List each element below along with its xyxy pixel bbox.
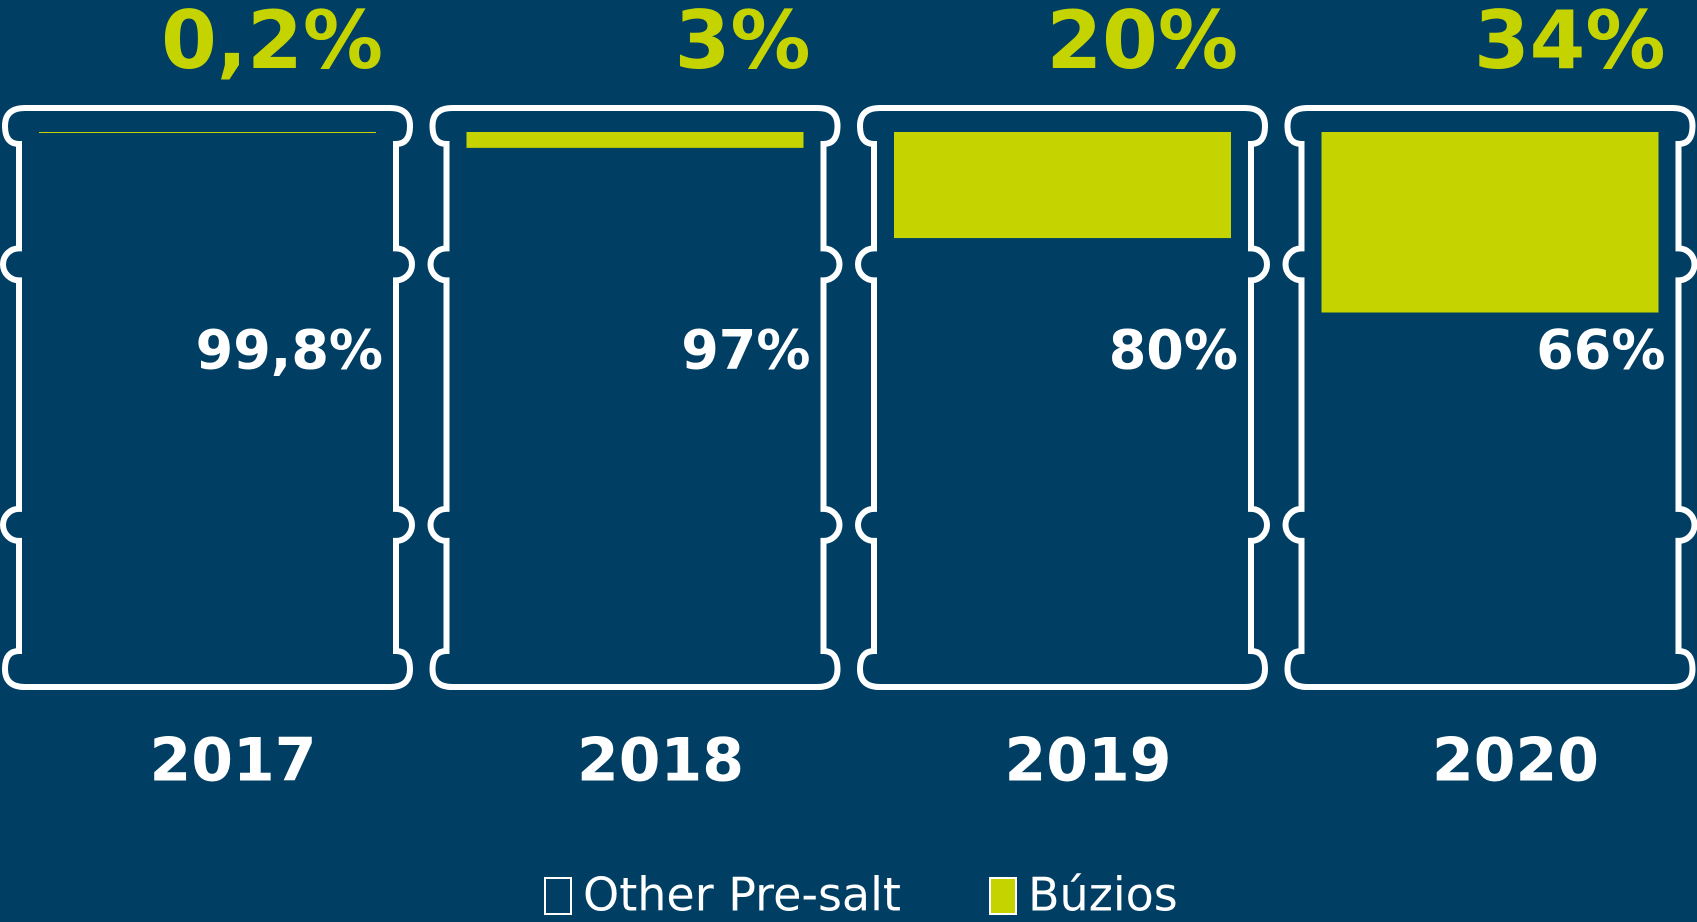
top-value-label: 0,2% [161, 0, 383, 87]
x-tick-label: 2020 [1432, 726, 1599, 796]
legend-swatch [544, 877, 572, 915]
barrel-fill [39, 133, 376, 663]
legend-label: Other Pre-salt [583, 868, 901, 922]
barrel-fill [466, 132, 804, 148]
top-value-label: 3% [675, 0, 811, 87]
x-tick-label: 2017 [150, 726, 317, 796]
x-tick-label: 2019 [1005, 726, 1172, 796]
inner-value-label: 99,8% [196, 319, 383, 382]
x-tick-label: 2018 [577, 726, 744, 796]
inner-value-label: 80% [1109, 319, 1238, 382]
top-value-label: 20% [1047, 0, 1238, 87]
barrel-fill [1321, 312, 1659, 663]
barrel-fill [1321, 132, 1659, 313]
barrel-fill [466, 147, 804, 663]
legend-label: Búzios [1028, 868, 1178, 922]
inner-value-label: 66% [1536, 319, 1665, 382]
legend-swatch [989, 877, 1017, 915]
barrel-fill [39, 132, 376, 134]
inner-value-label: 97% [681, 319, 810, 382]
top-value-label: 34% [1474, 0, 1665, 87]
barrel-fill [894, 238, 1231, 663]
barrel-fill [894, 132, 1231, 239]
